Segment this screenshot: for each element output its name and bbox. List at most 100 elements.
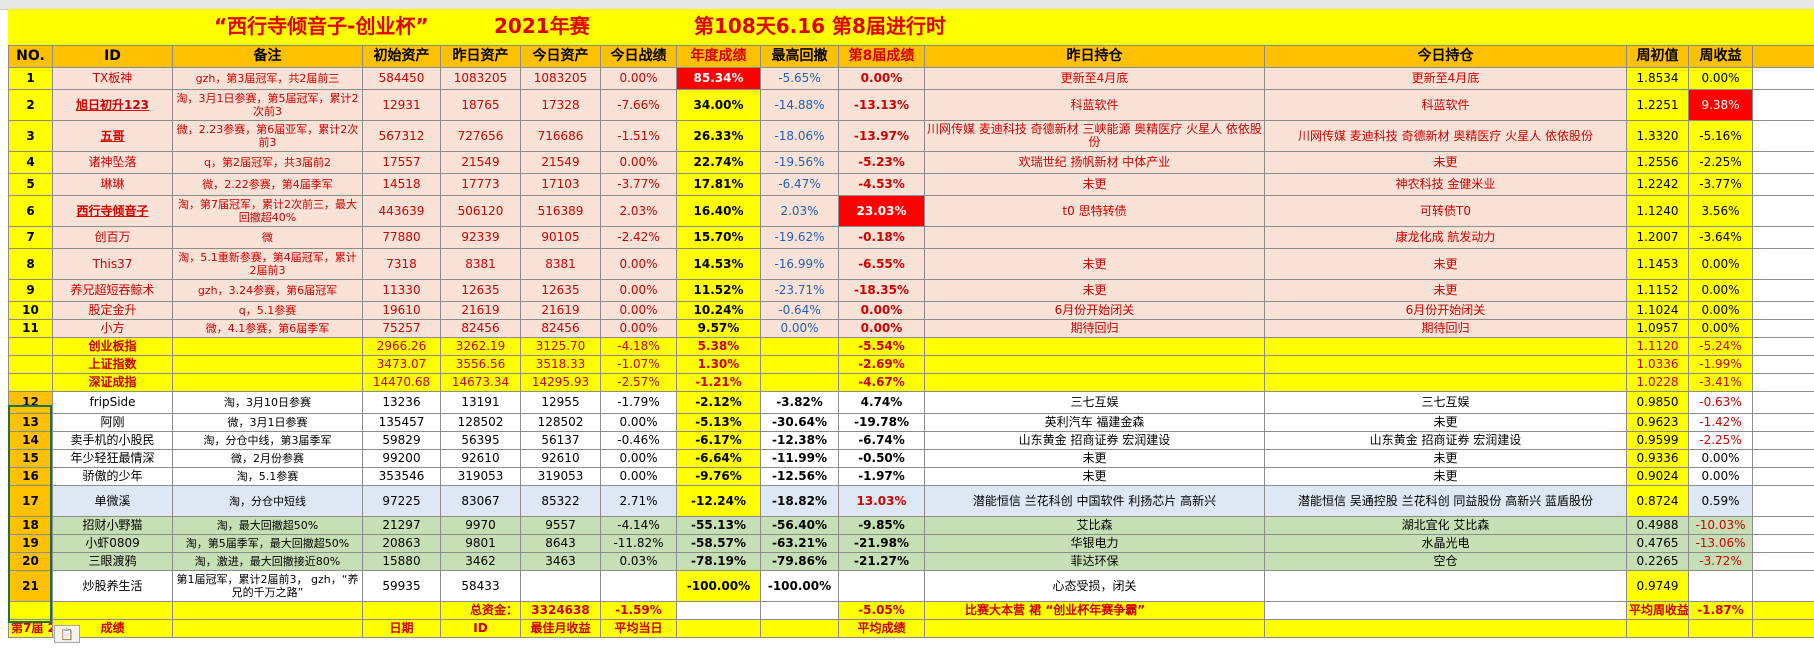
header-cell[interactable]: 今日战绩 (600, 45, 677, 68)
table-cell[interactable]: 2.03% (760, 195, 839, 227)
table-cell[interactable]: 菲达环保 (924, 552, 1265, 571)
table-cell[interactable]: -13.97% (838, 120, 925, 152)
table-cell[interactable]: 未更 (1264, 279, 1627, 302)
table-cell[interactable]: 1.1120 (1626, 337, 1689, 356)
table-cell[interactable]: 9 (8, 279, 53, 302)
table-cell[interactable]: 12635 (520, 279, 601, 302)
table-cell[interactable]: 深证成指 (52, 373, 173, 392)
table-cell[interactable]: 1.2556 (1626, 151, 1689, 174)
table-cell[interactable]: 淘，激进，最大回撤接近80% (172, 552, 363, 571)
table-cell[interactable]: 17 (8, 485, 53, 517)
header-cell[interactable]: 最高回撤 (760, 45, 839, 68)
table-cell[interactable]: 1.0957 (1626, 319, 1689, 338)
table-cell[interactable]: 14.53% (676, 248, 761, 280)
table-cell[interactable] (1752, 89, 1814, 121)
table-cell[interactable]: 0.00% (1688, 301, 1753, 320)
table-cell[interactable]: 19 (8, 534, 53, 553)
table-cell[interactable]: 淘，分仓中短线 (172, 485, 363, 517)
table-cell[interactable]: 0.4988 (1626, 516, 1689, 535)
table-cell[interactable] (1752, 173, 1814, 196)
table-cell[interactable]: 潜能恒信 兰花科创 中国软件 利扬芯片 高新兴 (924, 485, 1265, 517)
table-cell[interactable]: 8 (8, 248, 53, 280)
table-cell[interactable]: -19.78% (838, 413, 925, 432)
table-cell[interactable]: -23.71% (760, 279, 839, 302)
header-cell[interactable]: 初始资产 (362, 45, 441, 68)
table-cell[interactable]: 128502 (520, 413, 601, 432)
table-cell[interactable]: 17773 (440, 173, 521, 196)
table-cell[interactable]: 11330 (362, 279, 441, 302)
table-cell[interactable]: -1.07% (600, 355, 677, 374)
table-cell[interactable]: 34.00% (676, 89, 761, 121)
table-cell[interactable]: 0.00% (600, 67, 677, 90)
table-cell[interactable]: 21619 (520, 301, 601, 320)
table-cell[interactable]: 443639 (362, 195, 441, 227)
avg-week-value[interactable]: -1.87% (1688, 601, 1753, 620)
table-cell[interactable]: -63.21% (760, 534, 839, 553)
table-cell[interactable] (1752, 601, 1814, 620)
table-cell[interactable]: -78.19% (676, 552, 761, 571)
table-cell[interactable] (1688, 570, 1753, 602)
table-cell[interactable]: -1.97% (838, 467, 925, 486)
table-cell[interactable]: 阿刚 (52, 413, 173, 432)
table-cell[interactable] (1264, 337, 1627, 356)
table-cell[interactable]: 56395 (440, 431, 521, 450)
header-cell[interactable]: 年度成绩 (676, 45, 761, 68)
table-cell[interactable] (1752, 279, 1814, 302)
table-cell[interactable]: -4.18% (600, 337, 677, 356)
table-cell[interactable]: -16.99% (760, 248, 839, 280)
table-cell[interactable]: -4.67% (838, 373, 925, 392)
table-cell[interactable]: 14518 (362, 173, 441, 196)
table-cell[interactable]: 13191 (440, 391, 521, 414)
table-cell[interactable]: 6 (8, 195, 53, 227)
table-cell[interactable]: 11 (8, 319, 53, 338)
table-cell[interactable]: 12 (8, 391, 53, 414)
table-cell[interactable]: 727656 (440, 120, 521, 152)
table-cell[interactable]: 淘，3月10日参赛 (172, 391, 363, 414)
table-cell[interactable]: 微，4.1参赛，第6届季军 (172, 319, 363, 338)
table-cell[interactable]: 川网传媒 麦迪科技 奇德新材 三峡能源 奥精医疗 火星人 依依股份 (924, 120, 1265, 152)
table-cell[interactable]: 0.4765 (1626, 534, 1689, 553)
table-cell[interactable] (1752, 534, 1814, 553)
table-cell[interactable] (52, 601, 173, 620)
table-cell[interactable]: 0.00% (600, 319, 677, 338)
table-cell[interactable]: -6.74% (838, 431, 925, 450)
table-cell[interactable]: 16 (8, 467, 53, 486)
table-cell[interactable]: -3.41% (1688, 373, 1753, 392)
table-cell[interactable]: -5.24% (1688, 337, 1753, 356)
table-cell[interactable]: 0.9336 (1626, 449, 1689, 468)
table-cell[interactable]: 卖手机的小股民 (52, 431, 173, 450)
table-cell[interactable]: -3.72% (1688, 552, 1753, 571)
table-cell[interactable]: 75257 (362, 319, 441, 338)
table-cell[interactable]: 319053 (520, 467, 601, 486)
table-cell[interactable]: -0.46% (600, 431, 677, 450)
table-cell[interactable]: 上证指数 (52, 355, 173, 374)
table-cell[interactable]: 科蓝软件 (1264, 89, 1627, 121)
table-cell[interactable]: -5.16% (1688, 120, 1753, 152)
table-cell[interactable] (8, 601, 53, 620)
table-cell[interactable]: 6月份开始闭关 (924, 301, 1265, 320)
table-cell[interactable]: 9801 (440, 534, 521, 553)
table-cell[interactable]: q，5.1参赛 (172, 301, 363, 320)
table-cell[interactable]: 19610 (362, 301, 441, 320)
table-cell[interactable]: 9.57% (676, 319, 761, 338)
header-cell[interactable]: ID (52, 45, 173, 68)
table-cell[interactable] (924, 337, 1265, 356)
table-cell[interactable]: 淘，第5届季军，最大回撤超50% (172, 534, 363, 553)
table-cell[interactable]: 创百万 (52, 226, 173, 249)
table-cell[interactable]: 艾比森 (924, 516, 1265, 535)
table-cell[interactable]: 单微溪 (52, 485, 173, 517)
table-cell[interactable]: 58433 (440, 570, 521, 602)
table-cell[interactable]: 未更 (924, 248, 1265, 280)
table-cell[interactable]: 0.00% (600, 279, 677, 302)
table-cell[interactable]: 14 (8, 431, 53, 450)
table-cell[interactable]: 2.03% (600, 195, 677, 227)
table-cell[interactable]: -3.64% (1688, 226, 1753, 249)
table-cell[interactable]: 0.00% (1688, 467, 1753, 486)
table-cell[interactable]: 0.2265 (1626, 552, 1689, 571)
table-cell[interactable]: 0.00% (1688, 248, 1753, 280)
table-cell[interactable] (172, 355, 363, 374)
table-cell[interactable]: 1.1152 (1626, 279, 1689, 302)
table-cell[interactable] (924, 373, 1265, 392)
table-cell[interactable]: 7 (8, 226, 53, 249)
table-cell[interactable] (172, 373, 363, 392)
